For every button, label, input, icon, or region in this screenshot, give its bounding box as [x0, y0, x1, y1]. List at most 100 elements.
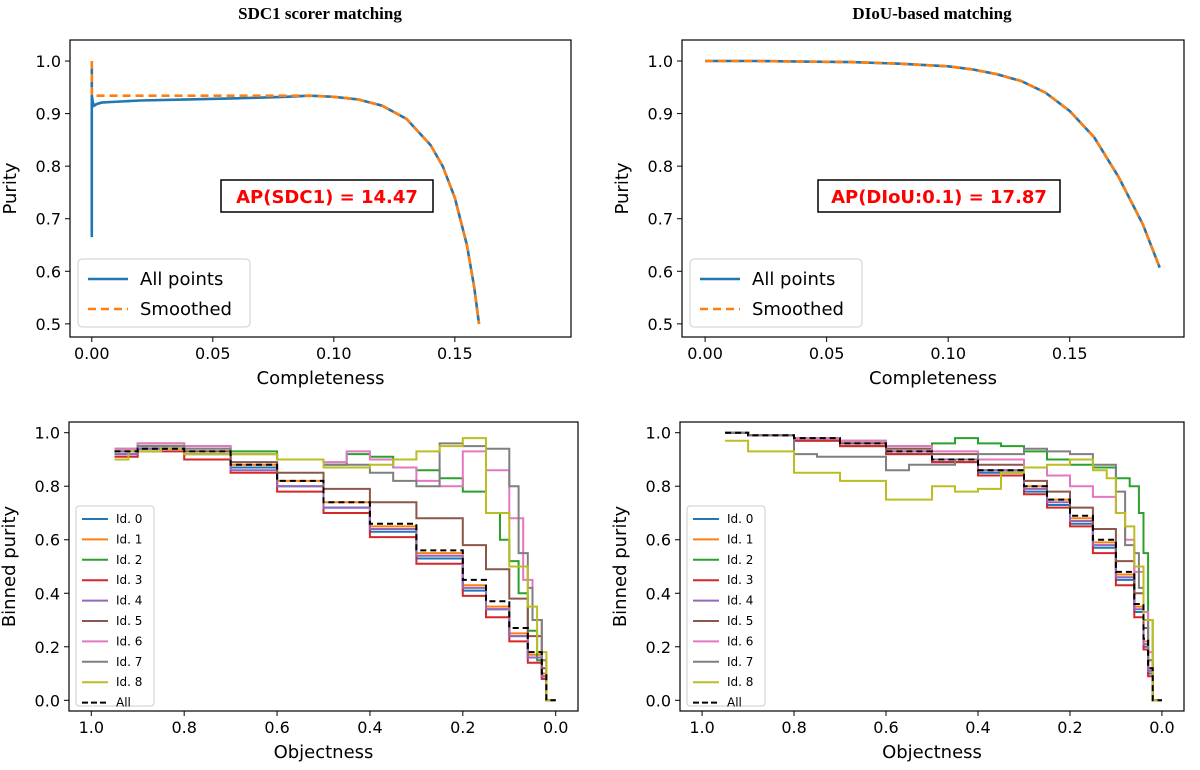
x-axis-label: Objectness [274, 742, 374, 763]
legend-label: Id. 3 [727, 573, 753, 587]
legend-label: Id. 0 [727, 512, 753, 526]
series-group [705, 59, 1161, 269]
legend-label: Id. 8 [727, 675, 753, 689]
legend-label: Id. 2 [727, 553, 753, 567]
y-tick-label: 0.4 [646, 584, 671, 603]
x-tick-label: 0.4 [357, 718, 382, 737]
legend-label: All points [752, 269, 835, 290]
legend-label: Id. 8 [116, 675, 142, 689]
series-line-id-2 [725, 431, 1162, 702]
x-tick-label: 0.2 [450, 718, 475, 737]
y-axis-label: Binned purity [610, 505, 631, 627]
x-tick-label: 0.10 [930, 344, 966, 363]
series-line-id-0 [114, 447, 556, 702]
legend-label: Smoothed [752, 299, 844, 320]
legend-label: Id. 4 [116, 594, 142, 608]
legend-label: Id. 4 [727, 594, 753, 608]
legend-label: All points [140, 269, 223, 290]
series-line-id-5 [725, 431, 1162, 702]
x-tick-label: 0.8 [171, 718, 196, 737]
y-tick-label: 1.0 [35, 424, 60, 443]
series-line-id-1 [725, 431, 1162, 702]
y-tick-label: 0.6 [646, 531, 671, 550]
y-tick-label: 1.0 [648, 52, 673, 71]
y-tick-label: 0.6 [36, 262, 61, 281]
series-line-id-4 [114, 447, 556, 702]
legend-label: Id. 6 [727, 634, 753, 648]
legend-label: All [727, 696, 742, 710]
series-line-all [114, 447, 556, 702]
x-tick-label: 1.0 [79, 718, 104, 737]
series-line-all-points [705, 59, 1161, 269]
chart-panel-2: 0.00 0.05 0.10 0.15 0.5 0.6 0.7 0.8 0.9 1.0 Comple… [612, 39, 1185, 389]
series-group [114, 437, 556, 702]
series-group [90, 61, 481, 325]
legend-label: Id. 7 [727, 655, 753, 669]
y-tick-label: 0.6 [648, 262, 673, 281]
x-tick-label: 0.6 [264, 718, 289, 737]
x-tick-label: 0.15 [1052, 344, 1088, 363]
x-tick-label: 0.4 [965, 718, 990, 737]
x-tick-label: 0.0 [543, 718, 568, 737]
series-line-id-6 [725, 431, 1162, 702]
y-tick-label: 0.7 [648, 210, 673, 229]
chart-panel-1: 0.00 0.05 0.10 0.15 0.5 0.6 0.7 0.8 0.9 1.0 Comple… [0, 39, 572, 389]
y-tick-label: 0.6 [35, 531, 60, 550]
series-line-id-0 [725, 431, 1162, 702]
x-tick-label: 0.0 [1149, 718, 1174, 737]
legend-box [686, 505, 766, 707]
column-title-right: DIoU-based matching [852, 4, 1012, 23]
legend-label: Id. 1 [727, 532, 753, 546]
series-line-all [725, 431, 1162, 702]
x-tick-label: 0.15 [437, 344, 473, 363]
series-line-id-2 [114, 442, 556, 702]
x-axis-label: Completeness [257, 368, 385, 389]
y-tick-label: 0.8 [648, 157, 673, 176]
x-axis-label: Completeness [869, 368, 997, 389]
y-tick-label: 0.8 [646, 477, 671, 496]
legend-label: Id. 2 [116, 553, 142, 567]
chart-panel-4: 1.0 0.8 0.6 0.4 0.2 0.0 0.0 0.2 0.4 0.6 0.8 1.0 Obje… [610, 421, 1185, 763]
y-tick-label: 0.7 [36, 210, 61, 229]
x-tick-label: 0.10 [316, 344, 352, 363]
legend-box [75, 505, 155, 707]
y-axis-label: Purity [612, 162, 633, 214]
legend-label: Id. 5 [727, 614, 753, 628]
x-tick-label: 0.00 [74, 344, 110, 363]
y-tick-label: 0.2 [646, 638, 671, 657]
legend-label: Id. 0 [116, 512, 142, 526]
legend-label: Id. 5 [116, 614, 142, 628]
x-tick-label: 0.6 [873, 718, 898, 737]
y-tick-label: 0.0 [646, 691, 671, 710]
y-tick-label: 1.0 [36, 52, 61, 71]
x-tick-label: 0.2 [1057, 718, 1082, 737]
series-line-id-3 [725, 431, 1162, 702]
chart-panel-3: 1.0 0.8 0.6 0.4 0.2 0.0 0.0 0.2 0.4 0.6 0.8 1.0 Obje… [0, 421, 579, 763]
plot-frame [69, 39, 572, 338]
legend-label: Id. 1 [116, 532, 142, 546]
plot-frame [679, 421, 1185, 712]
series-line-id-6 [114, 442, 556, 702]
legend-label: All [116, 696, 131, 710]
annotation-box [220, 179, 434, 213]
series-line-id-4 [725, 431, 1162, 702]
x-tick-label: 0.00 [687, 344, 723, 363]
y-tick-label: 0.5 [36, 315, 61, 334]
series-line-smoothed [90, 61, 481, 325]
y-tick-label: 0.2 [35, 638, 60, 657]
x-axis-label: Objectness [882, 742, 982, 763]
y-axis-label: Purity [0, 162, 21, 214]
legend-label: Id. 7 [116, 655, 142, 669]
y-tick-label: 0.9 [648, 105, 673, 124]
annotation-box [817, 179, 1061, 213]
y-tick-label: 0.0 [35, 691, 60, 710]
y-tick-label: 1.0 [646, 424, 671, 443]
legend-label: Smoothed [140, 299, 232, 320]
legend-label: Id. 3 [116, 573, 142, 587]
x-tick-label: 0.8 [781, 718, 806, 737]
y-tick-label: 0.5 [648, 315, 673, 334]
x-tick-label: 1.0 [689, 718, 714, 737]
series-group [725, 431, 1162, 702]
annotation-text: AP(SDC1) = 14.47 [236, 187, 418, 208]
legend-label: Id. 6 [116, 634, 142, 648]
